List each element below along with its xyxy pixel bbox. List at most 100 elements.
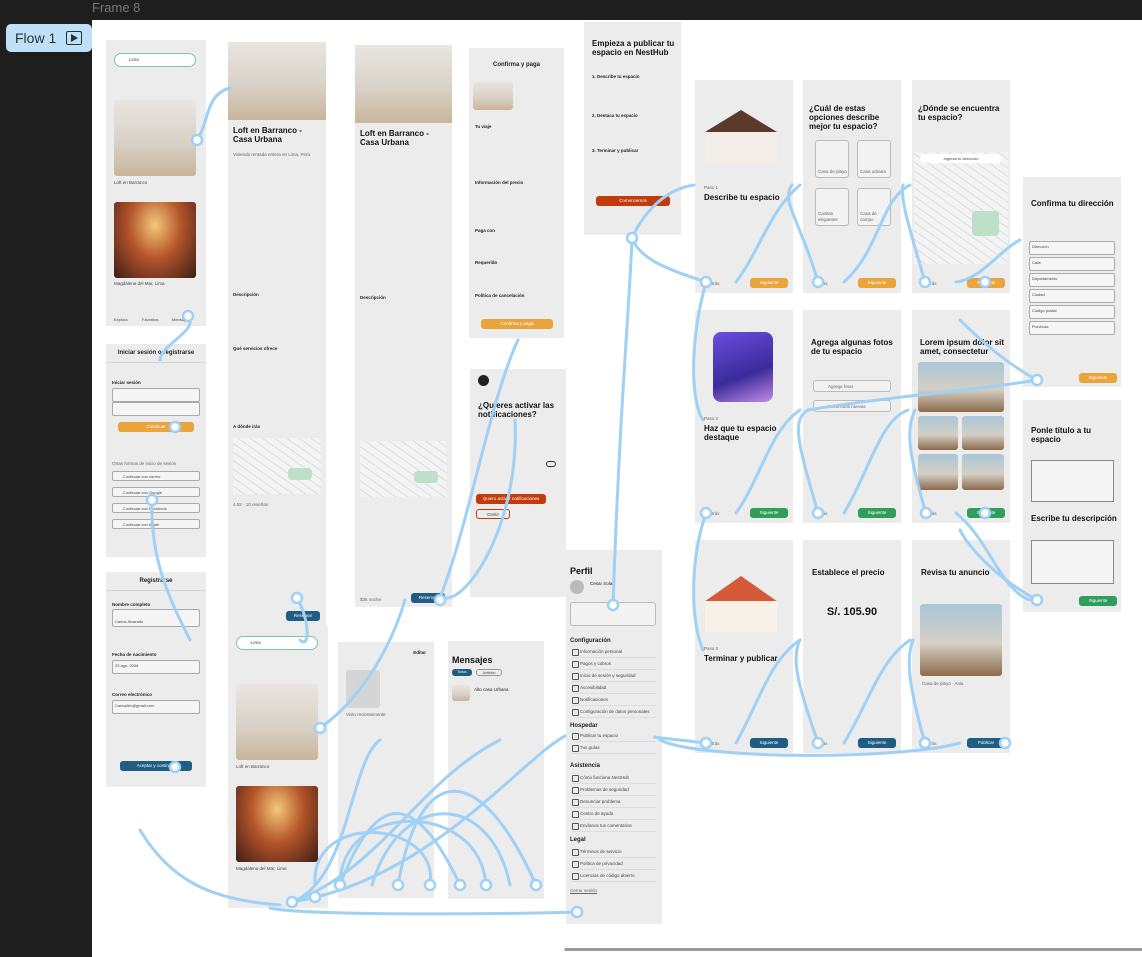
next-button[interactable]: Siguiente <box>1079 373 1117 383</box>
message-title[interactable]: Alto casa Urbana <box>474 687 509 692</box>
back-link[interactable]: Atrás <box>817 511 828 516</box>
detail-photo[interactable] <box>228 42 326 120</box>
profile-row[interactable]: Accesibilidad <box>572 682 656 694</box>
province-field[interactable]: Provincia <box>1029 321 1115 335</box>
search-input[interactable]: Lima <box>114 53 196 67</box>
title-textarea[interactable] <box>1031 460 1114 502</box>
gallery-photo[interactable] <box>962 416 1004 450</box>
profile-row[interactable]: Notificaciones <box>572 694 656 706</box>
take-photos-button[interactable]: Toma fotos nuevas <box>813 400 891 412</box>
listing-photo[interactable] <box>114 100 196 176</box>
email-field[interactable]: CarlosAlv@gmail.com <box>112 700 200 714</box>
profile-row[interactable]: Publicar tu espacio <box>572 730 656 742</box>
gallery-photo[interactable] <box>918 416 958 450</box>
map[interactable] <box>360 441 447 497</box>
profile-row[interactable]: Inicio de sesión y seguridad <box>572 670 656 682</box>
play-icon[interactable] <box>66 31 83 45</box>
listing-photo[interactable] <box>236 684 318 760</box>
name-field[interactable]: Carlos Alvarado <box>112 609 200 627</box>
city-field[interactable]: Ciudad <box>1029 289 1115 303</box>
profile-row[interactable]: Pagos y cobros <box>572 658 656 670</box>
next-button[interactable]: Siguiente <box>750 278 788 288</box>
continue-button[interactable]: Continuar <box>118 422 194 432</box>
back-link[interactable]: Atrás <box>709 741 720 746</box>
next-button[interactable]: Siguiente <box>750 508 788 518</box>
reserve-button[interactable]: Reservar <box>286 611 320 621</box>
back-link[interactable]: Atrás <box>817 741 828 746</box>
option-country[interactable]: Casa de campo <box>857 188 891 226</box>
add-photos-button[interactable]: Agrega fotos <box>813 380 891 392</box>
back-link[interactable]: Atrás <box>709 511 720 516</box>
login-option-apple[interactable]: Continuar con Apple <box>112 519 200 529</box>
flow-start-badge[interactable]: Flow 1 <box>6 24 92 52</box>
profile-row[interactable]: Envíanos tus comentarios <box>572 820 656 832</box>
profile-row[interactable]: Términos de servicio <box>572 846 656 858</box>
next-button[interactable]: Siguiente <box>1079 596 1117 606</box>
start-button[interactable]: Comencemos <box>596 196 670 206</box>
profile-row[interactable]: Cómo funciona NestHub <box>572 772 656 784</box>
apartment-field[interactable]: Departamento <box>1029 273 1115 287</box>
gallery-photo[interactable] <box>962 454 1004 490</box>
login-option-facebook[interactable]: Continuar con Facebook <box>112 503 200 513</box>
detail-photo[interactable] <box>355 45 452 123</box>
nav-favorites[interactable]: Favoritos <box>142 317 159 322</box>
tab-all[interactable]: Todos <box>452 669 472 676</box>
login-option-google[interactable]: Continuar con Google <box>112 487 200 497</box>
design-canvas[interactable]: Lima Loft en Barranco Magdalena del Mar,… <box>92 20 1142 957</box>
next-button[interactable]: Siguiente <box>750 738 788 748</box>
profile-row[interactable]: Denunciar problema <box>572 796 656 808</box>
confirm-pay-button[interactable]: Confirma y paga <box>481 319 553 329</box>
profile-row[interactable]: Problemas de seguridad <box>572 784 656 796</box>
listing-photo[interactable] <box>236 786 318 862</box>
next-button[interactable]: Siguiente <box>858 738 896 748</box>
profile-row[interactable]: Configuración de datos personales <box>572 706 656 718</box>
back-link[interactable]: Atrás <box>926 281 937 286</box>
search-input[interactable]: Lima <box>236 636 318 650</box>
description-textarea[interactable] <box>1031 540 1114 584</box>
phone-field[interactable] <box>112 402 200 416</box>
next-button[interactable]: Siguiente <box>858 508 896 518</box>
nav-messages[interactable]: Mensajes <box>172 317 190 322</box>
price-value[interactable]: S/. 105.90 <box>826 606 878 618</box>
back-link[interactable]: Atrás <box>926 511 937 516</box>
login-option-email[interactable]: Continuar con correo <box>112 471 200 481</box>
review-photo[interactable] <box>920 604 1002 676</box>
option-urban[interactable]: Casa urbana <box>857 140 891 178</box>
map[interactable] <box>233 438 321 494</box>
option-beach[interactable]: Casa de playa <box>815 140 849 178</box>
next-button[interactable]: Siguiente <box>858 278 896 288</box>
profile-row[interactable]: Información personal <box>572 646 656 658</box>
reserve-button[interactable]: Reservar <box>411 593 445 603</box>
profile-row[interactable]: Centro de ayuda <box>572 808 656 820</box>
address-input[interactable]: Ingresa tu dirección <box>920 154 1002 163</box>
profile-row[interactable]: Licencias de código abierto <box>572 870 656 882</box>
back-link[interactable]: Atrás <box>817 281 828 286</box>
enable-notifications-button[interactable]: Quiero activar notificaciones <box>476 494 546 504</box>
publish-button[interactable]: Publicar <box>967 738 1005 748</box>
gallery-photo[interactable] <box>918 362 1004 412</box>
recent-thumb[interactable] <box>346 670 380 708</box>
zip-field[interactable]: Código postal <box>1029 305 1115 319</box>
profile-row[interactable]: Tus guías <box>572 742 656 754</box>
map[interactable] <box>914 152 1008 264</box>
street-field[interactable]: Calle <box>1029 257 1115 271</box>
publish-space-card[interactable] <box>570 602 656 626</box>
birth-field[interactable]: 23 ago. 2006 <box>112 660 200 674</box>
horizontal-scrollbar[interactable] <box>92 948 1142 951</box>
back-link[interactable]: Atrás <box>926 741 937 746</box>
country-field[interactable] <box>112 388 200 402</box>
option-cabins[interactable]: Casitas elegantes <box>815 188 849 226</box>
listing-photo[interactable] <box>114 202 196 278</box>
nav-explore[interactable]: Explora <box>114 317 128 322</box>
edit-link[interactable]: Editar <box>413 650 426 655</box>
toggle[interactable] <box>546 461 556 467</box>
skip-button[interactable]: Omitir <box>476 509 510 519</box>
accept-button[interactable]: Aceptar y continuar <box>120 761 192 771</box>
next-button[interactable]: Siguiente <box>967 508 1005 518</box>
profile-row[interactable]: Política de privacidad <box>572 858 656 870</box>
gallery-photo[interactable] <box>918 454 958 490</box>
tab-host[interactable]: Anfitrión <box>476 669 502 676</box>
next-button[interactable]: Siguiente <box>967 278 1005 288</box>
back-link[interactable]: Atrás <box>709 281 720 286</box>
logout-link[interactable]: Cerrar sesión <box>570 888 598 893</box>
